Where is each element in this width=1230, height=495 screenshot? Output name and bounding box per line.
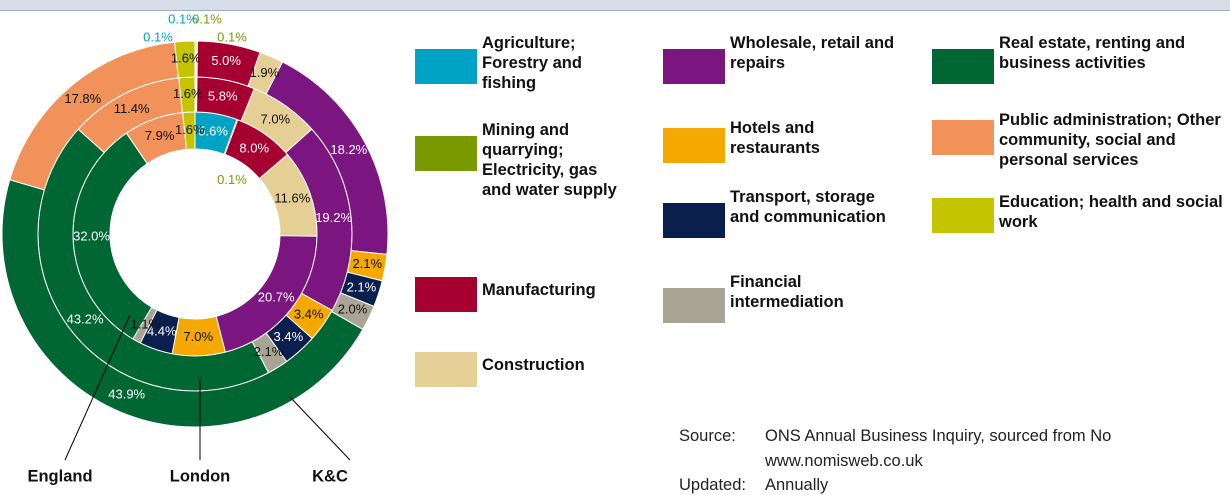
data-label: 0.1% xyxy=(168,11,198,26)
data-label: 17.8% xyxy=(64,91,101,106)
legend-swatch xyxy=(415,49,477,84)
legend-text: Manufacturing xyxy=(482,281,596,299)
data-label: 2.1% xyxy=(352,256,382,271)
updated-label: Updated: xyxy=(679,476,746,494)
legend-swatch xyxy=(415,136,477,171)
legend-item: Public administration; Other community, … xyxy=(932,110,1230,170)
updated-text: Annually xyxy=(765,476,829,494)
data-label: 5.0% xyxy=(211,53,241,68)
data-label: 1.6% xyxy=(173,86,203,101)
data-label: 3.4% xyxy=(274,329,304,344)
data-label: 5.6% xyxy=(198,124,228,139)
legend-item: Real estate, renting and business activi… xyxy=(932,33,1230,84)
legend-swatch xyxy=(663,203,725,238)
legend-text: Real estate, renting and business activi… xyxy=(999,34,1186,72)
data-label: 7.9% xyxy=(145,128,175,143)
source-label: Source: xyxy=(679,427,736,445)
data-label: 2.1% xyxy=(254,344,284,359)
legend-swatch xyxy=(415,352,477,387)
legend-swatch xyxy=(663,128,725,163)
ring-label: England xyxy=(27,467,92,485)
data-label: 0.1% xyxy=(192,11,222,26)
segment xyxy=(1,179,364,428)
data-label: 2.1% xyxy=(347,280,377,295)
legend-text: Financial intermediation xyxy=(730,273,844,311)
legend-item: Hotels and restaurants xyxy=(663,118,900,163)
legend-item: Education; health and social work xyxy=(932,192,1230,233)
data-label: 1.6% xyxy=(171,51,201,66)
legend-swatch xyxy=(663,288,725,323)
legend-item: Transport, storage and communication xyxy=(663,187,900,238)
legend-text: Wholesale, retail and repairs xyxy=(730,34,895,72)
legend-item: Wholesale, retail and repairs xyxy=(663,33,900,84)
source-text: ONS Annual Business Inquiry, sourced fro… xyxy=(765,427,1112,445)
ring-label: London xyxy=(170,467,230,485)
data-label: 43.2% xyxy=(67,311,104,326)
legend-text: Transport, storage and communication xyxy=(730,188,886,226)
pointer-line xyxy=(289,396,351,461)
data-label: 18.2% xyxy=(330,142,367,157)
data-label: 1.6% xyxy=(175,122,205,137)
pointer-line xyxy=(64,314,131,461)
legend-item: Agriculture; Forestry and fishing xyxy=(415,33,612,93)
data-label: 19.2% xyxy=(315,210,352,225)
segment xyxy=(174,40,196,79)
legend-text: Education; health and social work xyxy=(999,193,1223,231)
data-label: 4.4% xyxy=(147,323,177,338)
data-label: 7.0% xyxy=(183,329,213,344)
top-bar xyxy=(0,0,1230,11)
data-label: 3.4% xyxy=(294,306,324,321)
legend-item: Financial intermediation xyxy=(663,272,900,323)
data-label: 43.9% xyxy=(108,387,145,402)
source-url: www.nomisweb.co.uk xyxy=(765,452,923,470)
legend-swatch xyxy=(663,49,725,84)
legend-item: Construction xyxy=(415,352,632,387)
data-label: 0.1% xyxy=(217,172,247,187)
data-label: 7.0% xyxy=(260,111,290,126)
legend-text: Construction xyxy=(482,356,585,374)
legend-text: Mining and quarrying; Electricity, gas a… xyxy=(482,121,617,199)
data-label: 1.1% xyxy=(131,316,161,331)
data-label: 11.6% xyxy=(274,190,310,205)
data-label: 0.1% xyxy=(143,29,173,44)
data-label: 32.0% xyxy=(73,229,110,244)
legend-item: Manufacturing xyxy=(415,277,632,312)
data-label: 0.1% xyxy=(217,29,247,44)
chart: 5.6% 0.1% 8.0% 11.6% 20.7% 7.0% 4.4%1.1% 32.0% 7… xyxy=(1,11,389,485)
legend-swatch xyxy=(932,198,994,233)
legend-text: Public administration; Other community, … xyxy=(999,111,1221,169)
legend-text: Hotels and restaurants xyxy=(730,119,820,157)
data-label: 1.9% xyxy=(250,65,280,80)
data-label: 20.7% xyxy=(258,290,295,305)
legend-swatch xyxy=(932,120,994,155)
legend-item: Mining and quarrying; Electricity, gas a… xyxy=(415,120,627,200)
data-label: 8.0% xyxy=(239,141,269,156)
legend-swatch xyxy=(932,49,994,84)
data-label: 5.8% xyxy=(208,89,238,104)
legend-text: Agriculture; Forestry and fishing xyxy=(482,34,582,92)
ring-label: K&C xyxy=(312,467,348,485)
data-label: 2.0% xyxy=(338,302,368,317)
legend-swatch xyxy=(415,277,477,312)
data-label: 11.4% xyxy=(114,101,150,116)
